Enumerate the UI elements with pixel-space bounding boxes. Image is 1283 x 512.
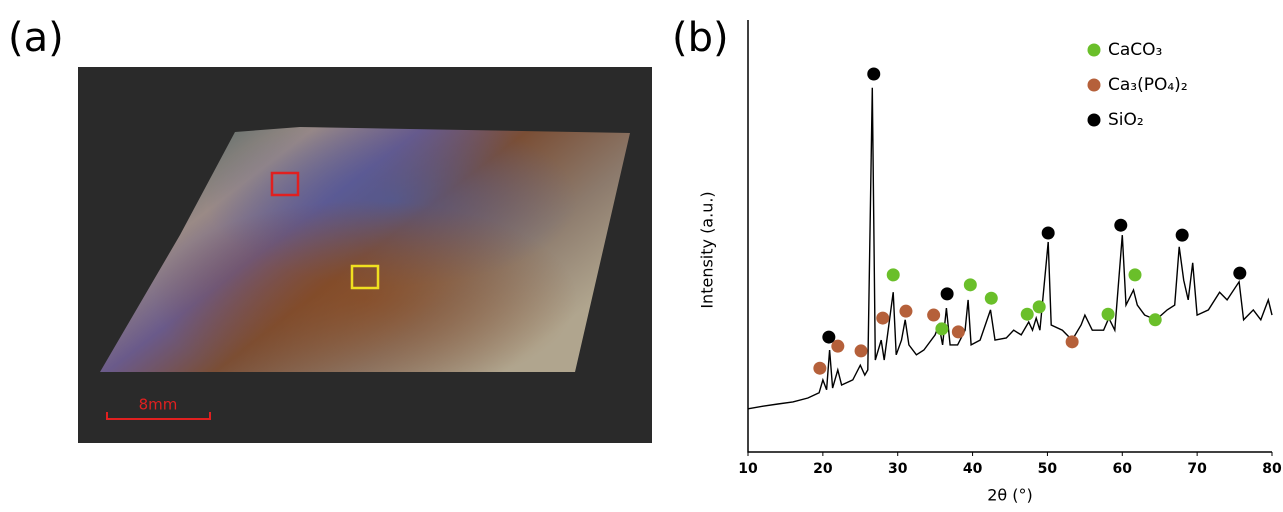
- x-axis-label: 2θ (°): [987, 486, 1033, 505]
- x-tick-label: 70: [1187, 461, 1207, 477]
- peak-marker: [1021, 308, 1034, 321]
- peak-marker: [1102, 308, 1115, 321]
- peak-marker: [1233, 267, 1246, 280]
- peak-marker: [964, 278, 977, 291]
- peak-marker: [1114, 219, 1127, 232]
- peak-marker: [1042, 226, 1055, 239]
- legend-marker: [1088, 79, 1101, 92]
- x-tick-label: 50: [1038, 461, 1058, 477]
- x-tick-label: 80: [1262, 461, 1282, 477]
- x-tick-label: 40: [963, 461, 983, 477]
- peak-marker: [1129, 268, 1142, 281]
- peak-marker: [887, 268, 900, 281]
- peak-marker: [935, 322, 948, 335]
- peak-marker: [813, 362, 826, 375]
- xrd-curve: [748, 88, 1272, 409]
- scale-bar-label: 8mm: [139, 396, 178, 414]
- x-tick-label: 30: [888, 461, 908, 477]
- peak-marker: [1176, 229, 1189, 242]
- peak-marker: [985, 292, 998, 305]
- x-tick-label: 10: [738, 461, 758, 477]
- peak-marker: [1033, 300, 1046, 313]
- figure: (a) 8mm (b) 2θ (°) Intensity (a.u.) 10 20…: [0, 0, 1283, 512]
- legend-marker: [1088, 44, 1101, 57]
- legend-label: CaCO₃: [1108, 40, 1162, 60]
- peak-marker: [876, 312, 889, 325]
- legend-marker: [1088, 114, 1101, 127]
- y-axis-label: Intensity (a.u.): [698, 191, 717, 308]
- peak-marker: [1149, 313, 1162, 326]
- panel-label: (b): [672, 15, 729, 61]
- peak-marker: [822, 331, 835, 344]
- peak-marker: [899, 305, 912, 318]
- peak-marker: [867, 68, 880, 81]
- peak-marker: [927, 309, 940, 322]
- panel-label: (a): [8, 15, 64, 61]
- x-tick-label: 60: [1113, 461, 1133, 477]
- legend-label: SiO₂: [1108, 110, 1144, 130]
- peak-marker: [941, 287, 954, 300]
- peak-marker: [952, 325, 965, 338]
- peak-marker: [855, 344, 868, 357]
- legend-label: Ca₃(PO₄)₂: [1108, 75, 1188, 95]
- x-tick-label: 20: [813, 461, 833, 477]
- peak-marker: [1066, 335, 1079, 348]
